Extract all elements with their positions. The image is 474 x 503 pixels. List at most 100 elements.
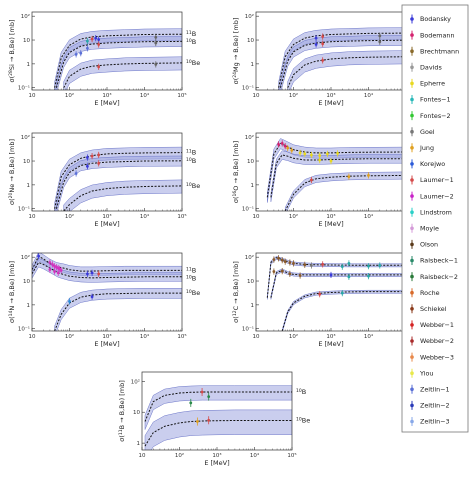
x-tick-label: 10³ [326, 213, 335, 220]
legend-label: Raisbeck−2 [420, 273, 458, 281]
uncertainty-band [63, 179, 182, 211]
data-point [97, 153, 101, 157]
data-point [378, 264, 382, 267]
uncertainty-band [56, 36, 182, 90]
plot-area [266, 255, 406, 331]
data-point [378, 40, 382, 44]
x-tick-label: 10 [253, 214, 260, 220]
axes-frame [31, 11, 183, 91]
plot-area [32, 253, 182, 331]
plot-area [54, 28, 182, 90]
legend-marker [410, 146, 414, 150]
x-axis-label: E [MeV] [94, 340, 119, 348]
data-point [97, 65, 101, 69]
model-curve [266, 257, 406, 298]
legend-label: Webber−3 [420, 353, 454, 361]
legend-item: Bodansky [410, 14, 451, 24]
x-tick-label: 10³ [102, 333, 111, 340]
data-point [195, 420, 199, 423]
data-point [154, 35, 158, 39]
data-point [85, 156, 89, 159]
data-point [51, 262, 54, 266]
curve-label: 11B [186, 149, 196, 157]
x-tick-label: 10³ [326, 333, 335, 340]
data-point [292, 261, 295, 265]
y-tick-label: 10⁻¹ [242, 326, 254, 333]
data-point [97, 43, 101, 46]
y-axis-label: σ(28Si → B,Be) [mb] [8, 19, 16, 82]
data-point [277, 142, 280, 146]
x-tick-label: 10⁵ [177, 333, 186, 340]
model-curve [270, 154, 406, 198]
data-point [325, 152, 329, 156]
data-point [48, 261, 52, 264]
y-axis-label: σ(14N → B,Be) [mb] [8, 261, 16, 323]
uncertainty-band [144, 385, 292, 430]
model-curve [144, 391, 292, 422]
legend-item: Yiou [410, 368, 433, 378]
data-point [79, 51, 83, 55]
data-point [280, 269, 284, 273]
y-axis-label: σ(24Mg → B,Be) [mb] [232, 18, 240, 85]
data-point [288, 272, 292, 276]
y-tick-label: 1 [251, 62, 255, 68]
legend-label: Lindstrom [420, 208, 452, 216]
x-axis-label: E [MeV] [318, 340, 343, 348]
x-tick-label: 10 [29, 334, 36, 340]
legend-item: Brechtmann [410, 46, 459, 56]
data-point [303, 263, 307, 267]
data-point [37, 254, 41, 258]
data-point [321, 262, 325, 266]
curve-label: 11B [186, 266, 196, 274]
uncertainty-band [56, 155, 182, 211]
y-axis-label: σ(16O → B,Be) [mb] [232, 141, 240, 203]
x-tick-label: 10² [289, 213, 298, 220]
plot-area [266, 138, 406, 211]
legend-label: Zeitlin−2 [420, 402, 450, 410]
legend-marker [410, 17, 414, 21]
legend-box [401, 4, 469, 433]
y-tick-label: 10 [247, 38, 254, 44]
y-tick-label: 10⁻¹ [18, 326, 30, 333]
data-point [207, 395, 211, 399]
legend-marker [410, 371, 414, 376]
x-tick-label: 10² [289, 333, 298, 340]
x-tick-label: 10 [139, 453, 146, 459]
legend-label: Jung [419, 144, 434, 152]
uncertainty-band [270, 268, 406, 300]
x-tick-label: 10² [289, 92, 298, 99]
data-point [314, 36, 318, 40]
legend-item: Moyle [410, 223, 439, 233]
legend-label: Korejwo [420, 160, 445, 168]
legend-marker [410, 323, 414, 327]
legend-item: Laumer−2 [410, 191, 454, 201]
legend-marker [410, 387, 414, 392]
data-point [97, 161, 101, 165]
legend-label: Raisbeck−1 [420, 257, 458, 265]
legend-marker [410, 355, 414, 359]
data-point [280, 141, 284, 145]
y-tick-label: 10 [23, 159, 30, 165]
legend-label: Epherre [420, 80, 445, 88]
data-point [85, 39, 89, 43]
data-point [74, 52, 78, 56]
x-tick-label: 10⁴ [364, 333, 374, 340]
x-tick-label: 10⁵ [177, 213, 186, 220]
legend-label: Goel [420, 128, 435, 136]
data-point [329, 159, 333, 163]
legend-marker [410, 274, 414, 279]
data-point [378, 34, 382, 38]
x-tick-label: 10³ [212, 452, 221, 459]
data-point [85, 46, 89, 50]
data-point [367, 264, 370, 268]
model-curve [32, 261, 182, 279]
data-point [318, 158, 322, 162]
data-point [94, 36, 98, 40]
data-point [329, 273, 333, 277]
x-tick-label: 10³ [326, 92, 335, 99]
uncertainty-band [63, 56, 182, 90]
data-point [309, 178, 313, 182]
x-tick-label: 10⁴ [140, 213, 150, 220]
y-axis-label: σ(20Ne → B,Be) [mb] [8, 139, 16, 205]
plot-area [278, 27, 406, 90]
